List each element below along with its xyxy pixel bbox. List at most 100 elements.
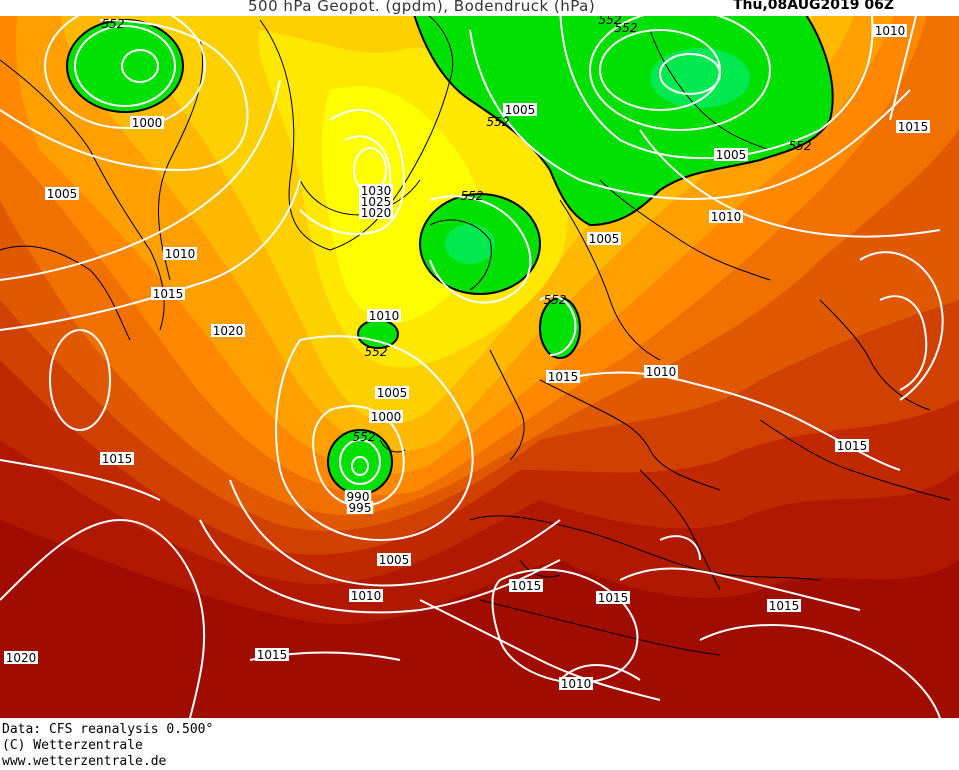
isobar-label-bg	[896, 120, 930, 133]
isobar-label: 1005	[587, 232, 621, 246]
geopotential-label: 552	[544, 293, 567, 307]
isobar-label: 1010	[349, 589, 383, 603]
isobar-label: 1010	[644, 365, 678, 379]
copyright: (C) Wetterzentrale	[2, 738, 143, 753]
geopotential-label: 552	[461, 189, 484, 203]
isobar-label-text: 1005	[589, 232, 620, 246]
isobar-label-text: 1015	[769, 599, 800, 613]
isobar-label-text: 1015	[511, 579, 542, 593]
data-source: Data: CFS reanalysis 0.500°	[2, 722, 214, 737]
isobar-label-text: 1015	[153, 287, 184, 301]
isobar-label: 1015	[546, 370, 580, 384]
isobar-label-text: 995	[349, 501, 372, 515]
isobar-label: 1000	[369, 410, 403, 424]
isobar-label-bg	[587, 232, 621, 245]
isobar-label-text: 1020	[361, 206, 392, 220]
isobar-label: 990	[344, 490, 372, 504]
isobar-label-bg	[211, 324, 245, 337]
low-north-sea	[539, 297, 581, 359]
isobar-label-bg	[767, 599, 801, 612]
geopotential-label: 552	[487, 115, 510, 129]
isobar-label-bg	[377, 553, 411, 566]
isobar-label: 995	[346, 501, 374, 515]
geopotential-label: 552	[102, 17, 125, 31]
isobar-label-text: 1010	[875, 24, 906, 38]
isobar-label: 1015	[596, 591, 630, 605]
isobar-label-bg	[714, 148, 748, 161]
isobar-label-bg	[359, 195, 393, 208]
isobar-label-bg	[344, 490, 372, 503]
isobar-label-bg	[546, 370, 580, 383]
isobar-label: 1005	[377, 553, 411, 567]
isobar-label-bg	[835, 439, 869, 452]
geopotential-label: 552	[789, 139, 812, 153]
isobar-label-bg	[151, 287, 185, 300]
isobar-label-bg	[559, 677, 593, 690]
isobar-label: 1005	[503, 103, 537, 117]
isobar-label-bg	[709, 210, 743, 223]
isobar-label: 1015	[509, 579, 543, 593]
weather-map: 1010101510051010101510201030102510201000…	[0, 13, 959, 718]
isobar-label-text: 1010	[369, 309, 400, 323]
isobar-label-text: 1005	[505, 103, 536, 117]
isobar-label-text: 1015	[898, 120, 929, 134]
isobar-label-text: 1030	[361, 184, 392, 198]
isobar-label-text: 1010	[646, 365, 677, 379]
isobar-label-text: 1010	[165, 247, 196, 261]
website-link[interactable]: www.wetterzentrale.de	[2, 754, 167, 769]
isobar-label-bg	[255, 648, 289, 661]
isobar-label-bg	[367, 309, 401, 322]
map-title: 500 hPa Geopot. (gpdm), Bodendruck (hPa)	[248, 0, 596, 15]
isobar-label: 1015	[767, 599, 801, 613]
isobar-label: 1015	[100, 452, 134, 466]
isobar-label-bg	[375, 386, 409, 399]
isobar-label-bg	[346, 501, 374, 514]
header: 500 hPa Geopot. (gpdm), Bodendruck (hPa)…	[0, 0, 959, 16]
isobar-label-bg	[130, 116, 164, 129]
low-greenland-west	[66, 19, 184, 113]
low-iceland-core	[445, 224, 495, 264]
isobar-label-text: 1005	[47, 187, 78, 201]
isobar-label-bg	[873, 24, 907, 37]
geopotential-label: 552	[599, 13, 622, 27]
map-date: Thu,08AUG2019 06Z	[733, 0, 895, 13]
isobar-label: 1015	[255, 648, 289, 662]
isobar-label-text: 1025	[361, 195, 392, 209]
isobar-label-bg	[359, 184, 393, 197]
isobar-label: 1020	[359, 206, 393, 220]
isobar-label: 1010	[163, 247, 197, 261]
isobar-label-bg	[349, 589, 383, 602]
footer: Data: CFS reanalysis 0.500° (C) Wetterze…	[0, 718, 959, 770]
isobar-label: 1030	[359, 184, 393, 198]
isobar-label-text: 1005	[379, 553, 410, 567]
isobar-label-text: 1015	[548, 370, 579, 384]
isobar-label-text: 1000	[371, 410, 402, 424]
pressure-labels: 1010101510051010101510201030102510201000…	[4, 24, 930, 691]
isobar-label: 1015	[151, 287, 185, 301]
isobar-label-bg	[596, 591, 630, 604]
isobar-label: 1010	[367, 309, 401, 323]
isobar-label: 1015	[835, 439, 869, 453]
isobar-label: 1000	[130, 116, 164, 130]
isobar-label: 1010	[709, 210, 743, 224]
isobar-label: 1020	[4, 651, 38, 665]
isobar-label-bg	[503, 103, 537, 116]
isobar-label-text: 1005	[377, 386, 408, 400]
isobar-label: 1020	[211, 324, 245, 338]
isobar-label-bg	[359, 206, 393, 219]
geopotential-label: 552	[353, 430, 376, 444]
isobar-label: 1005	[45, 187, 79, 201]
isobar-label-text: 1010	[711, 210, 742, 224]
isobar-label-text: 1015	[837, 439, 868, 453]
isobar-label-text: 990	[347, 490, 370, 504]
isobar-label: 1015	[896, 120, 930, 134]
isobar-label: 1005	[375, 386, 409, 400]
isobar-label-text: 1015	[598, 591, 629, 605]
isobar-label-bg	[644, 365, 678, 378]
isobar-label-text: 1000	[132, 116, 163, 130]
isobar-label: 1005	[714, 148, 748, 162]
isobar-label-text: 1010	[561, 677, 592, 691]
isobar-label-bg	[100, 452, 134, 465]
isobar-label-text: 1015	[102, 452, 133, 466]
